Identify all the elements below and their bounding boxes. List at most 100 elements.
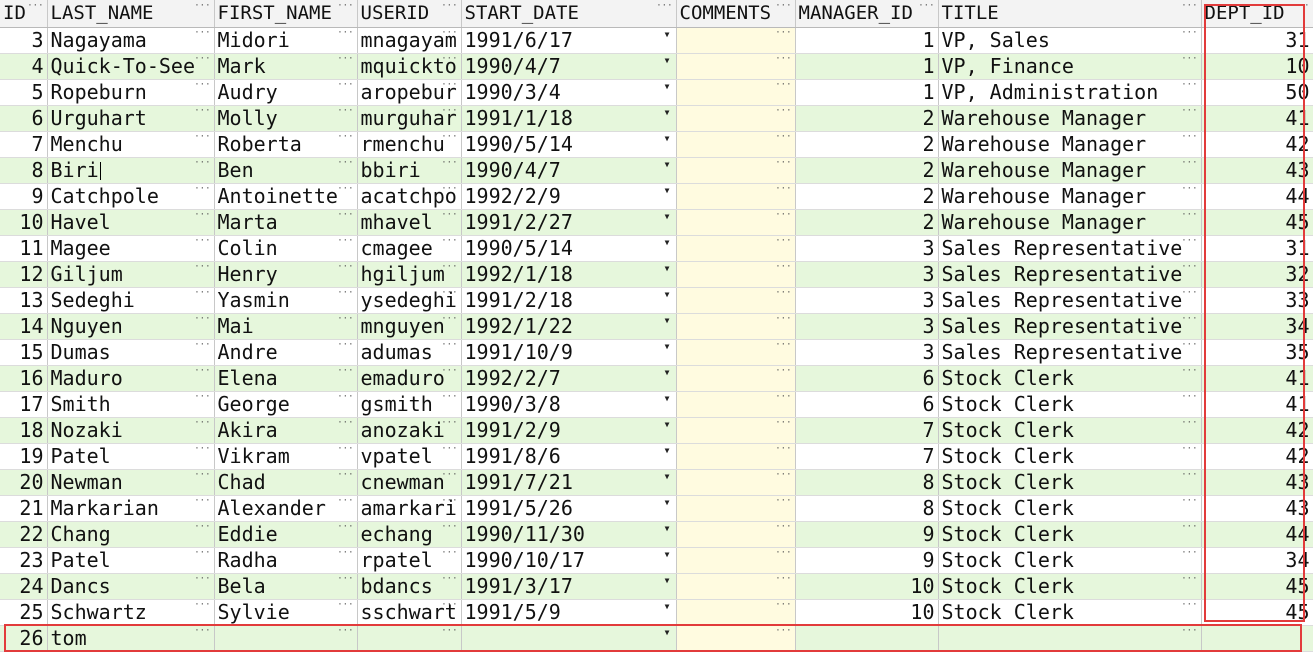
cell-first-name[interactable]: Alexander ··· <box>214 495 358 522</box>
ellipsis-icon[interactable]: ··· <box>1181 625 1198 636</box>
ellipsis-icon[interactable]: ··· <box>775 443 792 454</box>
cell-manager-id[interactable]: 3 <box>795 235 939 262</box>
cell-userid[interactable]: mnguyen ··· <box>357 313 462 340</box>
ellipsis-icon[interactable]: ··· <box>441 79 458 90</box>
ellipsis-icon[interactable]: ··· <box>337 573 354 584</box>
cell-start-date[interactable]: 1992/2/7 ▼ <box>461 365 677 392</box>
dropdown-arrow-icon[interactable]: ▼ <box>664 289 670 299</box>
cell-userid[interactable]: ysedeghi ··· <box>357 287 462 314</box>
ellipsis-icon[interactable]: ··· <box>441 339 458 350</box>
cell-manager-id[interactable]: 7 <box>795 417 939 444</box>
dropdown-arrow-icon[interactable]: ▼ <box>664 393 670 403</box>
table-row[interactable]: 13 Sedeghi ··· Yasmin ··· ysedeghi ··· 1991/2/1… <box>0 287 1313 314</box>
cell-dept-id[interactable]: 45 <box>1201 209 1313 236</box>
ellipsis-icon[interactable]: ··· <box>1181 599 1198 610</box>
cell-manager-id[interactable]: 3 <box>795 339 939 366</box>
cell-manager-id[interactable]: 6 <box>795 365 939 392</box>
dropdown-arrow-icon[interactable]: ▼ <box>664 575 670 585</box>
cell-manager-id[interactable]: 1 <box>795 27 939 54</box>
table-row[interactable]: 15 Dumas ··· Andre ··· adumas ··· 1991/10/9 ▼ ···… <box>0 339 1313 366</box>
ellipsis-icon[interactable]: ··· <box>337 1 354 11</box>
cell-manager-id[interactable]: 2 <box>795 183 939 210</box>
ellipsis-icon[interactable]: ··· <box>194 391 211 402</box>
cell-userid[interactable]: murguhar ··· <box>357 105 462 132</box>
ellipsis-icon[interactable]: ··· <box>337 495 354 506</box>
ellipsis-icon[interactable]: ··· <box>441 287 458 298</box>
cell-dept-id[interactable]: 42 <box>1201 131 1313 158</box>
cell-title[interactable]: Warehouse Manager ··· <box>938 209 1202 236</box>
ellipsis-icon[interactable]: ··· <box>656 1 673 11</box>
ellipsis-icon[interactable]: ··· <box>1181 495 1198 506</box>
cell-userid[interactable]: hgiljum ··· <box>357 261 462 288</box>
cell-start-date[interactable]: 1991/3/17 ▼ <box>461 573 677 600</box>
ellipsis-icon[interactable]: ··· <box>441 443 458 454</box>
ellipsis-icon[interactable]: ··· <box>337 313 354 324</box>
cell-last-name[interactable]: Patel ··· <box>47 547 215 574</box>
cell-title[interactable]: VP, Finance ··· <box>938 53 1202 80</box>
table-row[interactable]: 3 Nagayama ··· Midori ··· mnagayam ··· 1991/6/1… <box>0 27 1313 54</box>
cell-title[interactable]: Stock Clerk ··· <box>938 469 1202 496</box>
cell-start-date[interactable]: 1991/6/17 ▼ <box>461 27 677 54</box>
cell-userid[interactable]: emaduro ··· <box>357 365 462 392</box>
cell-id[interactable]: 21 <box>0 495 48 522</box>
cell-userid[interactable]: mnagayam ··· <box>357 27 462 54</box>
cell-title[interactable]: Warehouse Manager ··· <box>938 105 1202 132</box>
cell-first-name[interactable]: Mai ··· <box>214 313 358 340</box>
ellipsis-icon[interactable]: ··· <box>441 131 458 142</box>
ellipsis-icon[interactable]: ··· <box>441 261 458 272</box>
cell-comments[interactable]: ··· <box>676 469 796 496</box>
dropdown-arrow-icon[interactable]: ▼ <box>664 523 670 533</box>
cell-id[interactable]: 22 <box>0 521 48 548</box>
cell-comments[interactable]: ··· <box>676 183 796 210</box>
ellipsis-icon[interactable]: ··· <box>1181 131 1198 142</box>
cell-manager-id[interactable]: 1 <box>795 53 939 80</box>
table-row[interactable]: 18 Nozaki ··· Akira ··· anozaki ··· 1991/2/9 ▼ ··… <box>0 417 1313 444</box>
dropdown-arrow-icon[interactable]: ▼ <box>664 341 670 351</box>
dropdown-arrow-icon[interactable]: ▼ <box>664 445 670 455</box>
cell-start-date[interactable]: 1991/5/9 ▼ <box>461 599 677 626</box>
table-row[interactable]: 12 Giljum ··· Henry ··· hgiljum ··· 1992/1/18 ▼ ·… <box>0 261 1313 288</box>
cell-title[interactable]: Sales Representative ··· <box>938 313 1202 340</box>
ellipsis-icon[interactable]: ··· <box>1181 183 1198 194</box>
cell-dept-id[interactable]: 10 <box>1201 53 1313 80</box>
column-header-id[interactable]: ID ··· <box>0 0 48 28</box>
ellipsis-icon[interactable]: ··· <box>775 131 792 142</box>
ellipsis-icon[interactable]: ··· <box>441 105 458 116</box>
dropdown-arrow-icon[interactable]: ▼ <box>664 627 670 637</box>
ellipsis-icon[interactable]: ··· <box>775 339 792 350</box>
table-row[interactable]: 7 Menchu ··· Roberta ··· rmenchu ··· 1990/5/14 ▼… <box>0 131 1313 158</box>
ellipsis-icon[interactable]: ··· <box>194 235 211 246</box>
column-header-manager-id[interactable]: MANAGER_ID ··· <box>795 0 939 28</box>
cell-userid[interactable]: bdancs ··· <box>357 573 462 600</box>
ellipsis-icon[interactable]: ··· <box>337 157 354 168</box>
cell-title[interactable]: Stock Clerk ··· <box>938 365 1202 392</box>
ellipsis-icon[interactable]: ··· <box>775 417 792 428</box>
cell-manager-id[interactable]: 3 <box>795 287 939 314</box>
cell-manager-id[interactable]: 9 <box>795 521 939 548</box>
ellipsis-icon[interactable]: ··· <box>1181 469 1198 480</box>
cell-first-name[interactable]: Vikram ··· <box>214 443 358 470</box>
dropdown-arrow-icon[interactable]: ▼ <box>664 263 670 273</box>
ellipsis-icon[interactable]: ··· <box>194 261 211 272</box>
cell-id[interactable]: 17 <box>0 391 48 418</box>
cell-start-date[interactable]: 1992/1/22 ▼ <box>461 313 677 340</box>
cell-id[interactable]: 6 <box>0 105 48 132</box>
ellipsis-icon[interactable]: ··· <box>775 391 792 402</box>
cell-title[interactable]: Stock Clerk ··· <box>938 443 1202 470</box>
table-row[interactable]: 14 Nguyen ··· Mai ··· mnguyen ··· 1992/1/22 ▼ ···… <box>0 313 1313 340</box>
cell-userid[interactable]: rpatel ··· <box>357 547 462 574</box>
ellipsis-icon[interactable]: ··· <box>441 209 458 220</box>
cell-manager-id[interactable]: 7 <box>795 443 939 470</box>
cell-id[interactable]: 3 <box>0 27 48 54</box>
cell-start-date[interactable]: 1991/10/9 ▼ <box>461 339 677 366</box>
cell-id[interactable]: 5 <box>0 79 48 106</box>
cell-start-date[interactable]: 1990/5/14 ▼ <box>461 235 677 262</box>
cell-first-name[interactable]: Bela ··· <box>214 573 358 600</box>
ellipsis-icon[interactable]: ··· <box>441 157 458 168</box>
ellipsis-icon[interactable]: ··· <box>441 469 458 480</box>
ellipsis-icon[interactable]: ··· <box>194 287 211 298</box>
ellipsis-icon[interactable]: ··· <box>337 79 354 90</box>
cell-first-name[interactable]: Akira ··· <box>214 417 358 444</box>
cell-comments[interactable]: ··· <box>676 27 796 54</box>
ellipsis-icon[interactable]: ··· <box>337 235 354 246</box>
